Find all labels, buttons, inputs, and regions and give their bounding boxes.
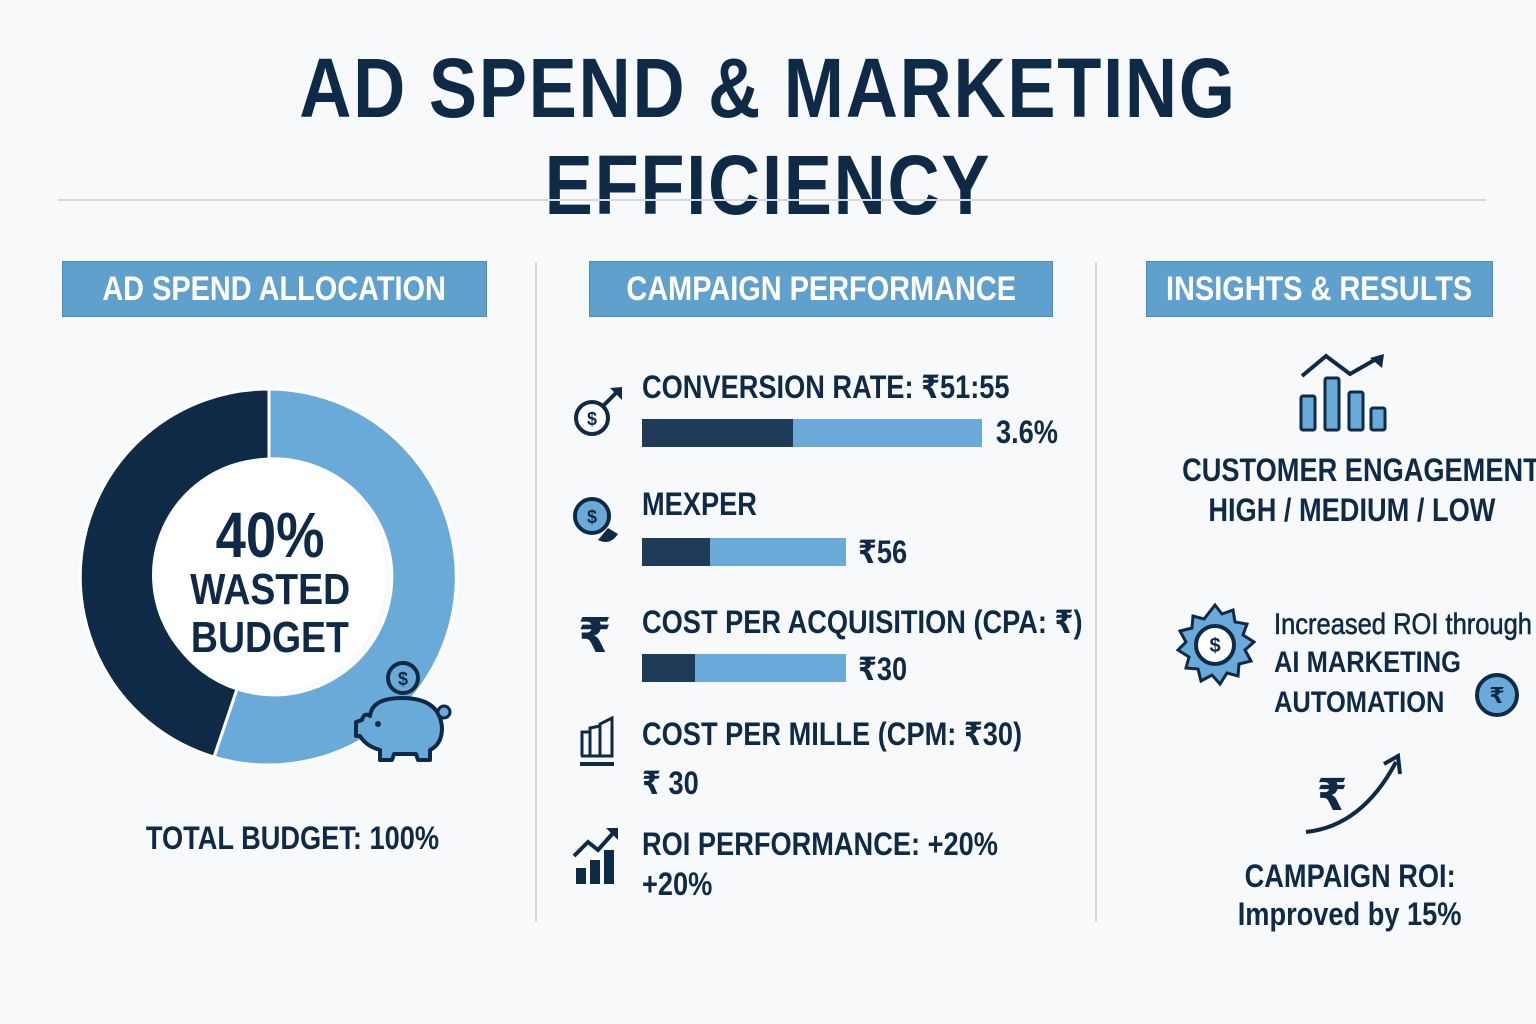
coin-magnifier-icon: $: [570, 494, 626, 550]
svg-text:$: $: [1209, 635, 1220, 657]
total-budget-label: TOTAL BUDGET: 100%: [145, 820, 440, 856]
bar-chart-icon: [578, 715, 618, 768]
automation-line1: Increased ROI through: [1274, 608, 1532, 642]
rupee-growth-icon: ₹: [1300, 752, 1404, 836]
svg-text:₹: ₹: [1489, 684, 1504, 709]
svg-text:₹: ₹: [1317, 770, 1348, 821]
metric-value-cpa: ₹30: [858, 651, 908, 687]
automation-line3: AUTOMATION: [1274, 686, 1445, 719]
metric-label-conversion: CONVERSION RATE: ₹51:55: [642, 369, 1010, 405]
column-divider: [1095, 262, 1097, 922]
section-header-allocation: AD SPEND ALLOCATION: [62, 261, 487, 317]
donut-value: 40%: [215, 499, 325, 571]
donut-label-line1: WASTED: [189, 565, 350, 614]
metric-value-roi: +20%: [642, 866, 713, 902]
svg-text:$: $: [587, 507, 597, 527]
trend-up-chart-icon: [572, 826, 620, 886]
metric-label-mexper: MEXPER: [642, 486, 757, 522]
engagement-chart-icon: [1298, 352, 1388, 432]
metric-label-cpm: COST PER MILLE (CPM: ₹30): [642, 716, 1023, 752]
metric-label-roi: ROI PERFORMANCE: +20%: [642, 826, 998, 862]
section-header-insights: INSIGHTS & RESULTS: [1146, 261, 1493, 317]
rupee-coin-icon: ₹: [1474, 672, 1520, 718]
page-title: AD SPEND & MARKETING EFFICIENCY: [299, 41, 1237, 232]
column-divider: [535, 262, 537, 922]
metric-value-cpm: ₹ 30: [642, 765, 699, 801]
campaign-roi-line1: CAMPAIGN ROI:: [1244, 858, 1456, 894]
metric-value-conversion: 3.6%: [996, 414, 1058, 450]
engagement-line2: HIGH / MEDIUM / LOW: [1208, 492, 1496, 528]
title-divider: [58, 199, 1486, 201]
metric-bar-cpa: [642, 654, 846, 682]
section-header-performance: CAMPAIGN PERFORMANCE: [589, 261, 1053, 317]
svg-text:$: $: [587, 409, 597, 429]
automation-line2: AI MARKETING: [1274, 646, 1461, 679]
dollar-growth-icon: $: [570, 384, 626, 440]
svg-text:$: $: [398, 669, 408, 689]
gear-dollar-icon: $: [1172, 602, 1258, 688]
donut-label-line2: BUDGET: [191, 613, 349, 662]
metric-value-mexper: ₹56: [858, 534, 908, 570]
campaign-roi-line2: Improved by 15%: [1238, 896, 1462, 932]
engagement-line1: CUSTOMER ENGAGEMENT:: [1182, 452, 1536, 488]
metric-bar-mexper: [642, 538, 846, 566]
metric-label-cpa: COST PER ACQUISITION (CPA: ₹): [642, 604, 1083, 640]
rupee-icon: ₹: [578, 610, 612, 663]
piggy-bank-icon: $: [352, 658, 456, 768]
metric-bar-conversion: [642, 419, 982, 447]
